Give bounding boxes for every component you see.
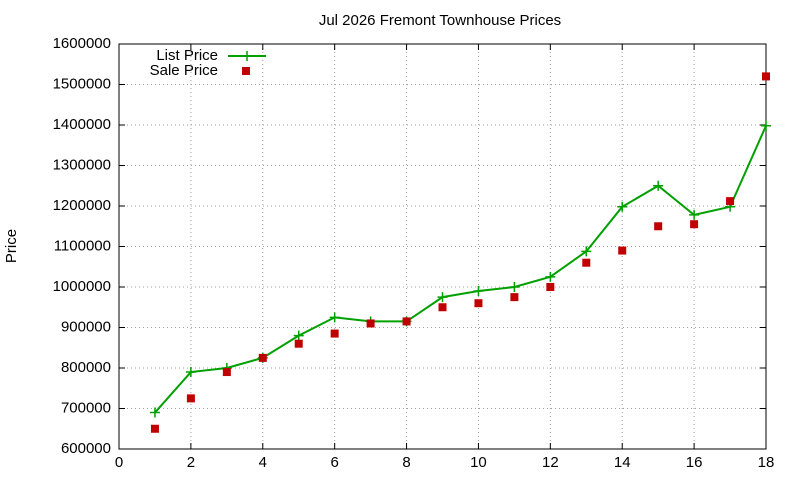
- point-marker: [330, 329, 339, 338]
- point-marker: [366, 319, 375, 328]
- x-tick-label: 10: [470, 454, 487, 471]
- y-tick-label: 1200000: [53, 197, 111, 214]
- point-marker: [762, 72, 770, 81]
- x-tick-label: 2: [187, 454, 195, 471]
- point-marker: [653, 180, 664, 191]
- x-tick-label: 12: [542, 454, 559, 471]
- x-tick-label: 16: [686, 454, 703, 471]
- y-tick-label: 1600000: [53, 35, 111, 52]
- point-marker: [329, 312, 340, 323]
- point-marker: [545, 271, 556, 282]
- point-marker: [438, 303, 447, 312]
- point-marker: [150, 424, 159, 433]
- point-marker: [149, 407, 160, 418]
- point-marker: [509, 282, 520, 292]
- legend-label: List Price: [156, 47, 218, 64]
- y-axis-label: Price: [3, 229, 20, 263]
- chart-title: Jul 2026 Fremont Townhouse Prices: [319, 12, 561, 29]
- point-marker: [581, 246, 592, 257]
- point-marker: [582, 258, 591, 267]
- point-marker: [617, 201, 628, 212]
- point-marker: [258, 353, 267, 362]
- point-marker: [510, 293, 519, 302]
- point-marker: [186, 394, 195, 403]
- y-tick-label: 1500000: [53, 75, 111, 92]
- legend-swatch: [242, 51, 252, 61]
- x-tick-label: 4: [259, 454, 267, 471]
- y-tick-label: 1300000: [53, 156, 111, 173]
- point-marker: [546, 283, 555, 291]
- point-marker: [654, 222, 663, 231]
- point-marker: [690, 220, 699, 229]
- y-tick-label: 700000: [61, 399, 111, 416]
- x-tick-label: 0: [115, 454, 123, 471]
- point-marker: [437, 292, 448, 303]
- point-marker: [689, 209, 700, 220]
- point-marker: [402, 317, 411, 326]
- series-line: [154, 125, 767, 414]
- point-marker: [185, 367, 196, 378]
- plot-border: [118, 43, 767, 450]
- point-marker: [761, 120, 771, 131]
- x-tick-label: 8: [402, 454, 410, 471]
- point-marker: [726, 197, 735, 206]
- y-tick-label: 1400000: [53, 116, 111, 133]
- point-marker: [474, 299, 483, 308]
- point-marker: [473, 286, 484, 297]
- point-marker: [293, 330, 304, 341]
- point-marker: [222, 368, 231, 377]
- x-tick-label: 14: [614, 454, 631, 471]
- y-tick-label: 800000: [61, 359, 111, 376]
- y-tick-label: 600000: [61, 440, 111, 457]
- y-tick-label: 1100000: [54, 237, 111, 254]
- y-tick-label: 900000: [61, 318, 111, 335]
- point-marker: [618, 246, 627, 255]
- legend-swatch: [242, 67, 250, 75]
- x-tick-label: 18: [758, 454, 775, 471]
- y-tick-label: 1000000: [53, 278, 111, 295]
- x-tick-label: 6: [330, 454, 338, 471]
- point-marker: [294, 339, 303, 348]
- legend-label: Sale Price: [150, 62, 218, 79]
